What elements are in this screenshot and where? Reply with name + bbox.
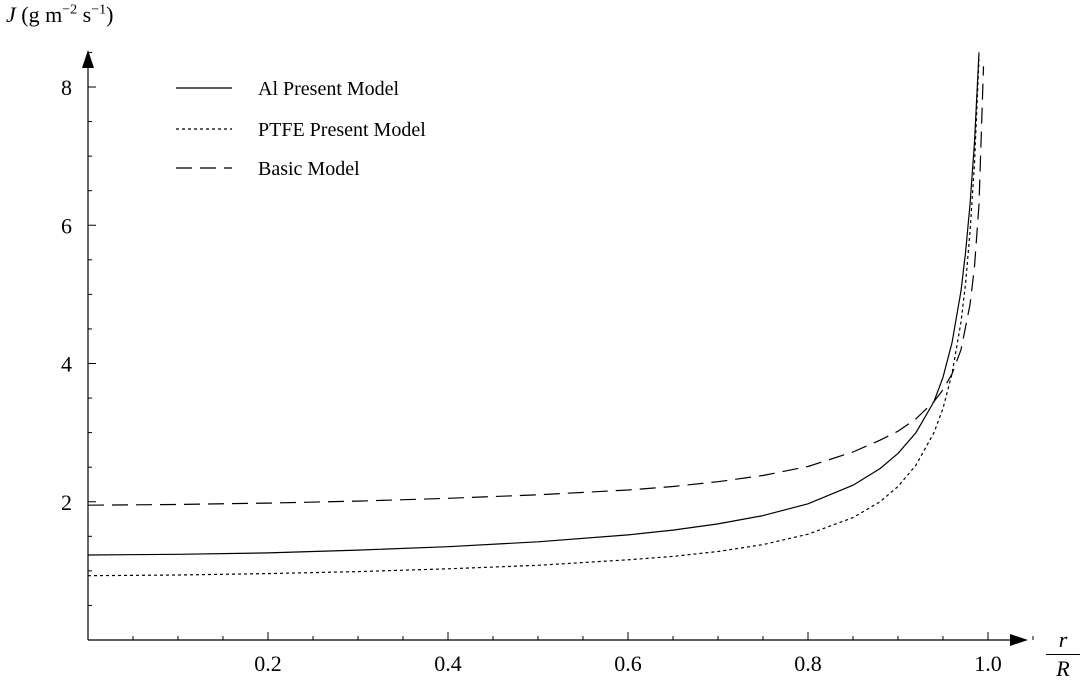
- y-tick-label: 8: [61, 75, 72, 100]
- y-axis-unit-prefix: (g m: [21, 2, 63, 27]
- legend-label: Al Present Model: [258, 78, 400, 100]
- y-axis-unit-exp1: −2: [62, 2, 78, 18]
- x-axis-numerator: r: [1058, 627, 1068, 652]
- y-axis-arrowhead: [82, 50, 94, 68]
- x-axis-denominator: R: [1046, 654, 1080, 682]
- y-tick-label: 6: [61, 213, 72, 238]
- x-tick-label: 0.8: [794, 651, 822, 676]
- series-line-dashed: [87, 66, 985, 506]
- y-tick-label: 2: [61, 490, 72, 515]
- legend-label: PTFE Present Model: [258, 119, 426, 141]
- series-line-dotted: [87, 59, 980, 577]
- y-axis-unit-suffix: ): [106, 2, 114, 27]
- x-tick-label: 0.6: [614, 651, 642, 676]
- x-tick-label: 0.2: [254, 651, 282, 676]
- x-tick-label: 0.4: [434, 651, 462, 676]
- axes: 0.2 0.4 0.6 0.8 1.0 2 4 6 8: [61, 50, 1034, 676]
- y-axis-label: J (g m−2 s−1): [6, 2, 113, 28]
- y-axis-unit-mid: s: [77, 2, 92, 27]
- y-tick-label: 4: [61, 352, 72, 377]
- y-axis-symbol: J: [6, 2, 16, 27]
- legend: Al Present Model PTFE Present Model Basic …: [176, 78, 426, 180]
- series-lines: [87, 52, 985, 577]
- x-axis-label: r R: [1046, 627, 1080, 682]
- legend-label: Basic Model: [258, 158, 360, 180]
- x-tick-label: 1.0: [974, 651, 1002, 676]
- series-line-solid: [87, 52, 980, 556]
- y-axis-unit-exp2: −1: [91, 2, 107, 18]
- x-axis-arrowhead: [1010, 634, 1028, 646]
